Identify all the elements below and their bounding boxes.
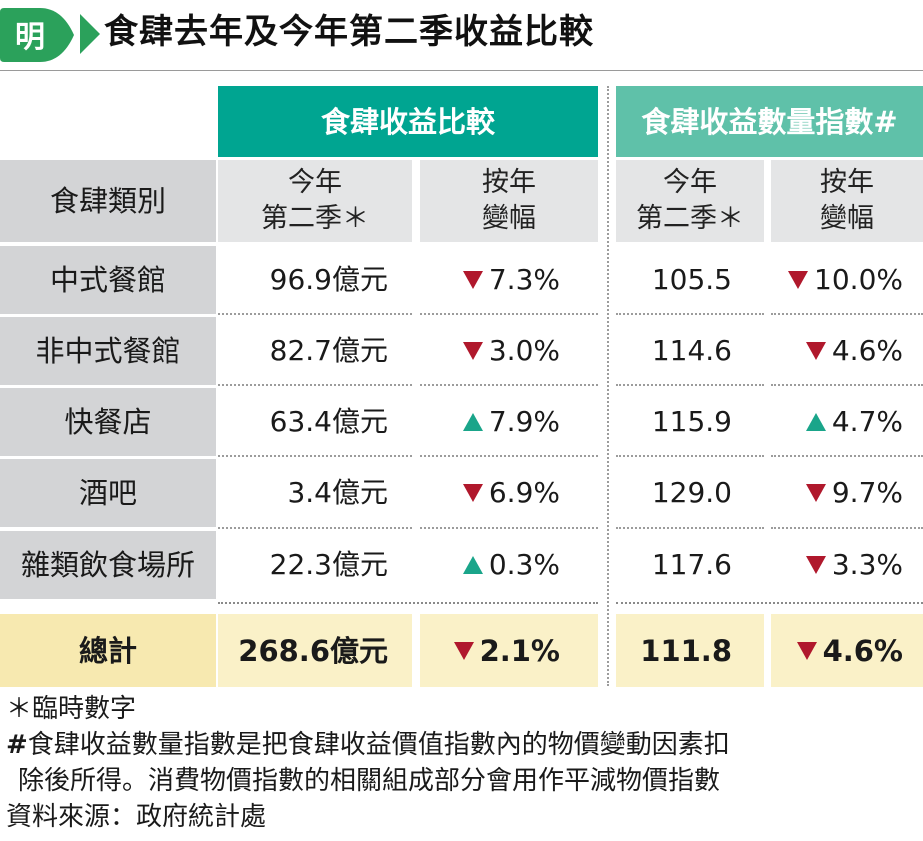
down-triangle-icon — [805, 556, 826, 574]
provisional-note: ＊臨時數字 — [6, 694, 137, 724]
row-divider — [420, 527, 598, 529]
source-note: 資料來源：政府統計處 — [6, 802, 267, 832]
index-current-header: 今年 第二季＊ — [616, 160, 764, 242]
row-divider — [420, 384, 598, 386]
down-triangle-icon — [796, 641, 817, 660]
index-change-cell: 3.3% — [771, 531, 923, 599]
change-value: 3.0% — [488, 334, 560, 367]
change-value: 2.1% — [479, 633, 560, 668]
chevron-right-icon — [80, 14, 100, 54]
row-divider — [771, 527, 923, 529]
revenue-change-cell: 3.0% — [420, 317, 598, 385]
row-divider — [218, 313, 412, 315]
revenue-group-header: 食肆收益比較 — [218, 86, 598, 157]
row-divider — [616, 313, 764, 315]
group-divider — [607, 86, 609, 686]
total-divider — [616, 602, 923, 604]
row-divider — [616, 384, 764, 386]
up-triangle-icon — [805, 413, 826, 431]
row-divider — [771, 384, 923, 386]
page-title: 食肆去年及今年第二季收益比較 — [104, 12, 594, 52]
change-value: 9.7% — [831, 476, 903, 509]
change-value: 0.3% — [488, 548, 560, 581]
revenue-cell: 82.7億元 — [269, 334, 388, 367]
change-value: 4.6% — [822, 633, 903, 668]
row-divider — [218, 384, 412, 386]
down-triangle-icon — [462, 484, 483, 502]
title-divider — [0, 70, 923, 71]
row-divider — [616, 455, 764, 457]
index-cell: 111.8 — [616, 614, 764, 687]
down-triangle-icon — [453, 641, 474, 660]
index-cell: 129.0 — [651, 476, 732, 509]
revenue-current-header: 今年 第二季＊ — [218, 160, 412, 242]
revenue-change-cell: 6.9% — [420, 459, 598, 527]
row-divider — [420, 313, 598, 315]
index-change-cell: 4.6% — [771, 317, 923, 385]
category-header: 食肆類別 — [0, 160, 216, 242]
change-value: 7.9% — [488, 405, 560, 438]
revenue-cell: 96.9億元 — [269, 263, 388, 296]
index-cell: 105.5 — [651, 263, 732, 296]
category-cell: 非中式餐館 — [0, 317, 216, 385]
row-divider — [771, 313, 923, 315]
revenue-change-cell: 7.9% — [420, 388, 598, 456]
row-divider — [771, 455, 923, 457]
revenue-yoy-header: 按年 變幅 — [420, 160, 598, 242]
row-divider — [218, 455, 412, 457]
index-note-continued: 除後所得。消費物價指數的相關組成部分會用作平減物價指數 — [18, 766, 721, 796]
down-triangle-icon — [788, 271, 809, 289]
index-group-header: 食肆收益數量指數# — [616, 86, 923, 157]
row-divider — [420, 455, 598, 457]
category-cell: 雜類飲食場所 — [0, 531, 216, 599]
index-change-cell: 10.0% — [771, 246, 923, 314]
revenue-cell: 3.4億元 — [287, 476, 388, 509]
change-value: 6.9% — [488, 476, 560, 509]
revenue-cell: 22.3億元 — [269, 548, 388, 581]
ming-pao-logo-icon: 明 — [0, 8, 74, 62]
change-value: 7.3% — [488, 263, 560, 296]
index-change-cell: 9.7% — [771, 459, 923, 527]
down-triangle-icon — [462, 342, 483, 360]
revenue-cell: 63.4億元 — [269, 405, 388, 438]
row-divider — [218, 527, 412, 529]
revenue-change-cell: 7.3% — [420, 246, 598, 314]
category-cell: 快餐店 — [0, 388, 216, 456]
up-triangle-icon — [462, 413, 483, 431]
change-value: 4.7% — [831, 405, 903, 438]
up-triangle-icon — [462, 556, 483, 574]
category-cell: 總計 — [0, 614, 216, 687]
index-change-cell: 4.6% — [771, 614, 923, 687]
down-triangle-icon — [462, 271, 483, 289]
index-note: #食肆收益數量指數是把食肆收益價值指數內的物價變動因素扣 — [6, 730, 730, 760]
index-cell: 114.6 — [651, 334, 732, 367]
revenue-cell: 268.6億元 — [218, 614, 412, 687]
header: 明 食肆去年及今年第二季收益比較 — [0, 0, 923, 72]
index-change-cell: 4.7% — [771, 388, 923, 456]
change-value: 4.6% — [831, 334, 903, 367]
revenue-change-cell: 2.1% — [420, 614, 598, 687]
index-yoy-header: 按年 變幅 — [771, 160, 923, 242]
category-cell: 酒吧 — [0, 459, 216, 527]
index-cell: 117.6 — [651, 548, 732, 581]
total-divider — [218, 602, 598, 604]
logo-char: 明 — [15, 20, 45, 55]
revenue-change-cell: 0.3% — [420, 531, 598, 599]
row-divider — [616, 527, 764, 529]
category-cell: 中式餐館 — [0, 246, 216, 314]
down-triangle-icon — [805, 342, 826, 360]
index-cell: 115.9 — [651, 405, 732, 438]
change-value: 3.3% — [831, 548, 903, 581]
change-value: 10.0% — [814, 263, 903, 296]
down-triangle-icon — [805, 484, 826, 502]
